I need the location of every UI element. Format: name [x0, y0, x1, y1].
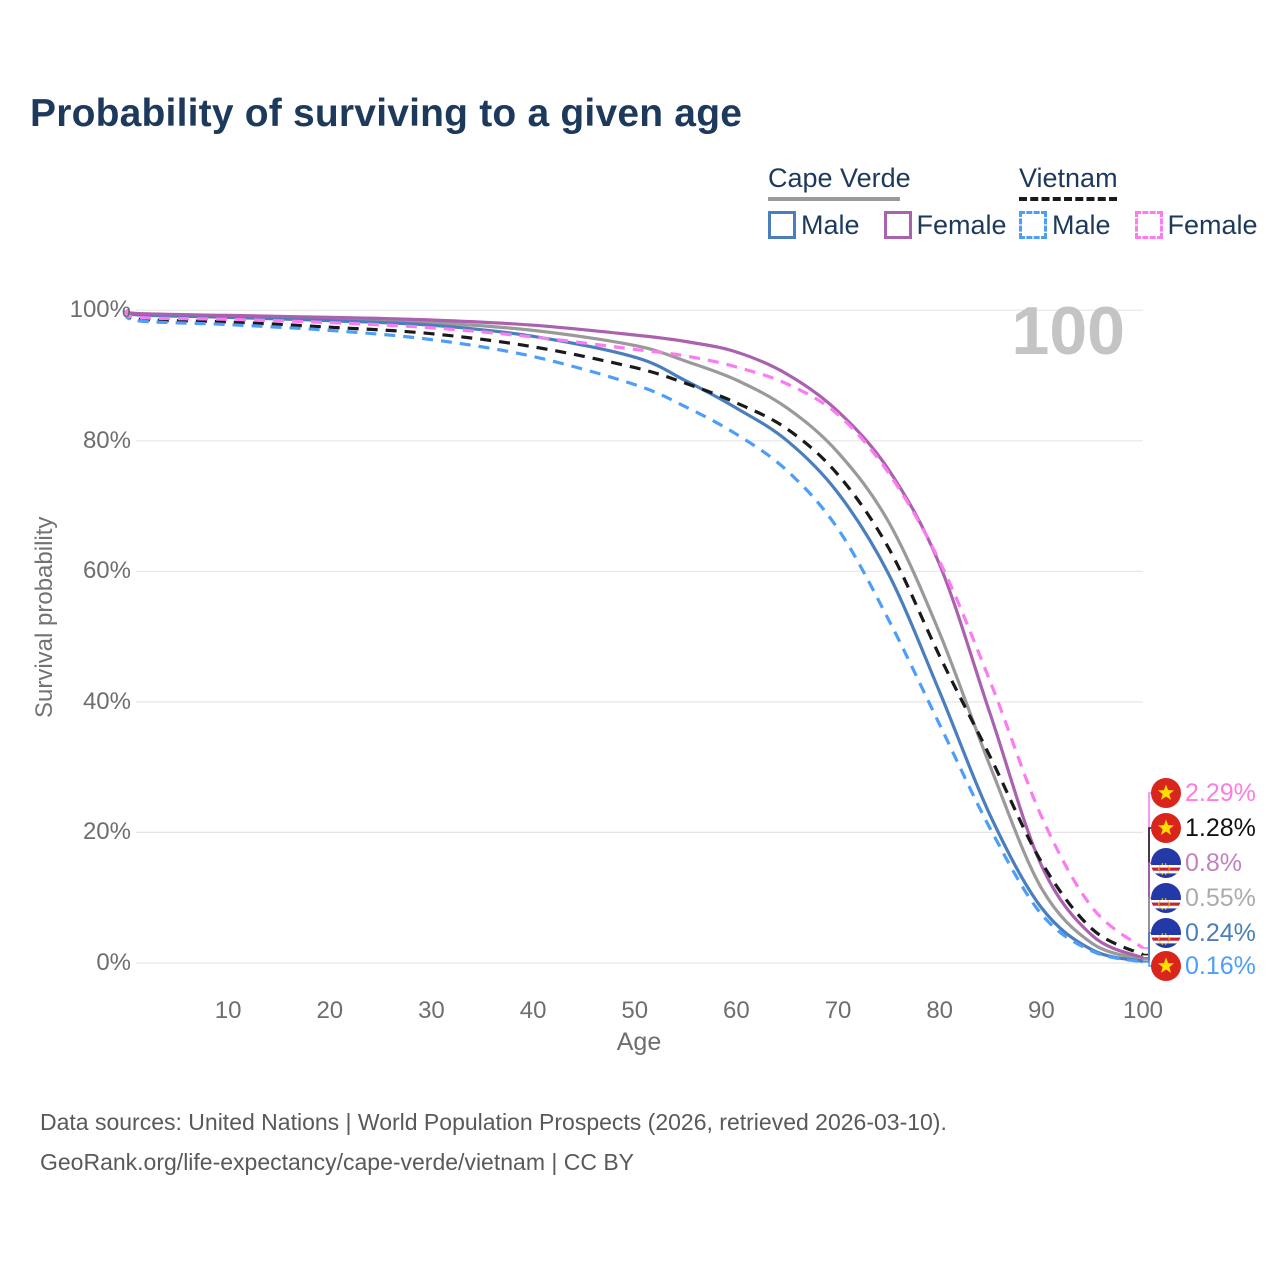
cape-verde-female-swatch[interactable]	[883, 211, 912, 239]
vietnam-female-swatch[interactable]	[1134, 211, 1163, 239]
legend-label-cape-verde-female[interactable]: Female	[916, 210, 1007, 240]
end-label-cape-verde-male: 0.24%	[1151, 918, 1256, 948]
y-axis-title: Survival probability	[31, 516, 58, 718]
series-line-vietnam_female[interactable]	[124, 308, 1144, 950]
vietnam-male-swatch[interactable]	[1019, 211, 1047, 239]
y-tick-80%: 80%	[82, 426, 131, 454]
end-label-vietnam-female: 2.29%	[1151, 778, 1256, 808]
end-label-value: 0.55%	[1185, 883, 1256, 912]
end-label-value: 0.24%	[1185, 918, 1256, 947]
y-tick-60%: 60%	[82, 557, 131, 585]
end-label-value: 0.16%	[1185, 951, 1256, 980]
y-tick-20%: 20%	[82, 818, 131, 846]
end-label-vietnam-both: 1.28%	[1151, 813, 1256, 843]
cape-verde-flag-icon	[1151, 918, 1181, 948]
cape-verde-male-swatch[interactable]	[768, 211, 796, 239]
cape-verde-line-style-swatch	[768, 197, 900, 201]
cape-verde-flag-icon	[1151, 848, 1181, 878]
y-tick-100%: 100%	[69, 296, 131, 324]
end-label-vietnam-male: 0.16%	[1151, 951, 1256, 981]
x-tick-90: 90	[1027, 997, 1055, 1024]
x-tick-30: 30	[418, 997, 445, 1024]
y-tick-40%: 40%	[82, 687, 131, 715]
vietnam-line-style-swatch	[1019, 197, 1117, 201]
series-line-cape_verde_both[interactable]	[124, 308, 1144, 961]
series-line-vietnam_both[interactable]	[124, 309, 1144, 957]
x-tick-10: 10	[214, 997, 242, 1024]
end-label-value: 2.29%	[1185, 778, 1256, 807]
vietnam-flag-icon	[1151, 813, 1181, 843]
legend-label-vietnam-male[interactable]: Male	[1052, 210, 1111, 240]
legend-group-vietnam: Vietnam Male Female	[1019, 163, 1258, 240]
y-tick-0%: 0%	[96, 949, 131, 976]
legend-country-cape-verde[interactable]: Cape Verde	[768, 163, 911, 193]
x-tick-40: 40	[519, 997, 547, 1024]
x-tick-50: 50	[621, 997, 649, 1024]
cape-verde-flag-icon	[1151, 883, 1181, 913]
x-tick-60: 60	[723, 997, 750, 1024]
vietnam-flag-icon	[1151, 951, 1181, 981]
series-line-vietnam_male[interactable]	[124, 309, 1144, 964]
x-axis-title: Age	[616, 1028, 662, 1056]
vietnam-flag-icon	[1151, 778, 1181, 808]
x-tick-70: 70	[824, 997, 852, 1024]
end-label-value: 1.28%	[1185, 813, 1256, 842]
data-sources-text: Data sources: United Nations | World Pop…	[40, 1109, 947, 1135]
legend-group-cape-verde: Cape Verde Male Female	[768, 163, 1007, 240]
legend-label-vietnam-female[interactable]: Female	[1167, 210, 1258, 240]
end-label-cape-verde-both: 0.55%	[1151, 883, 1256, 913]
x-tick-80: 80	[926, 997, 954, 1024]
page-title: Probability of surviving to a given age	[30, 92, 743, 135]
end-label-cape-verde-female: 0.8%	[1151, 848, 1242, 878]
series-line-cape_verde_female[interactable]	[124, 308, 1144, 960]
series-line-cape_verde_male[interactable]	[124, 308, 1144, 963]
x-tick-20: 20	[316, 997, 344, 1024]
legend-country-vietnam[interactable]: Vietnam	[1019, 163, 1118, 193]
x-tick-100: 100	[1122, 997, 1164, 1024]
legend-label-cape-verde-male[interactable]: Male	[801, 210, 860, 240]
end-label-value: 0.8%	[1185, 848, 1242, 877]
attribution-url-text: GeoRank.org/life-expectancy/cape-verde/v…	[40, 1149, 635, 1175]
age-watermark: 100	[1011, 293, 1125, 369]
